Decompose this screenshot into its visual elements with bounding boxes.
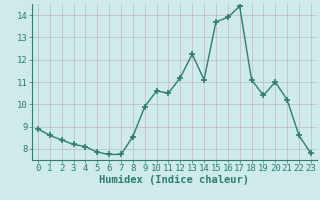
X-axis label: Humidex (Indice chaleur): Humidex (Indice chaleur) — [100, 175, 249, 185]
